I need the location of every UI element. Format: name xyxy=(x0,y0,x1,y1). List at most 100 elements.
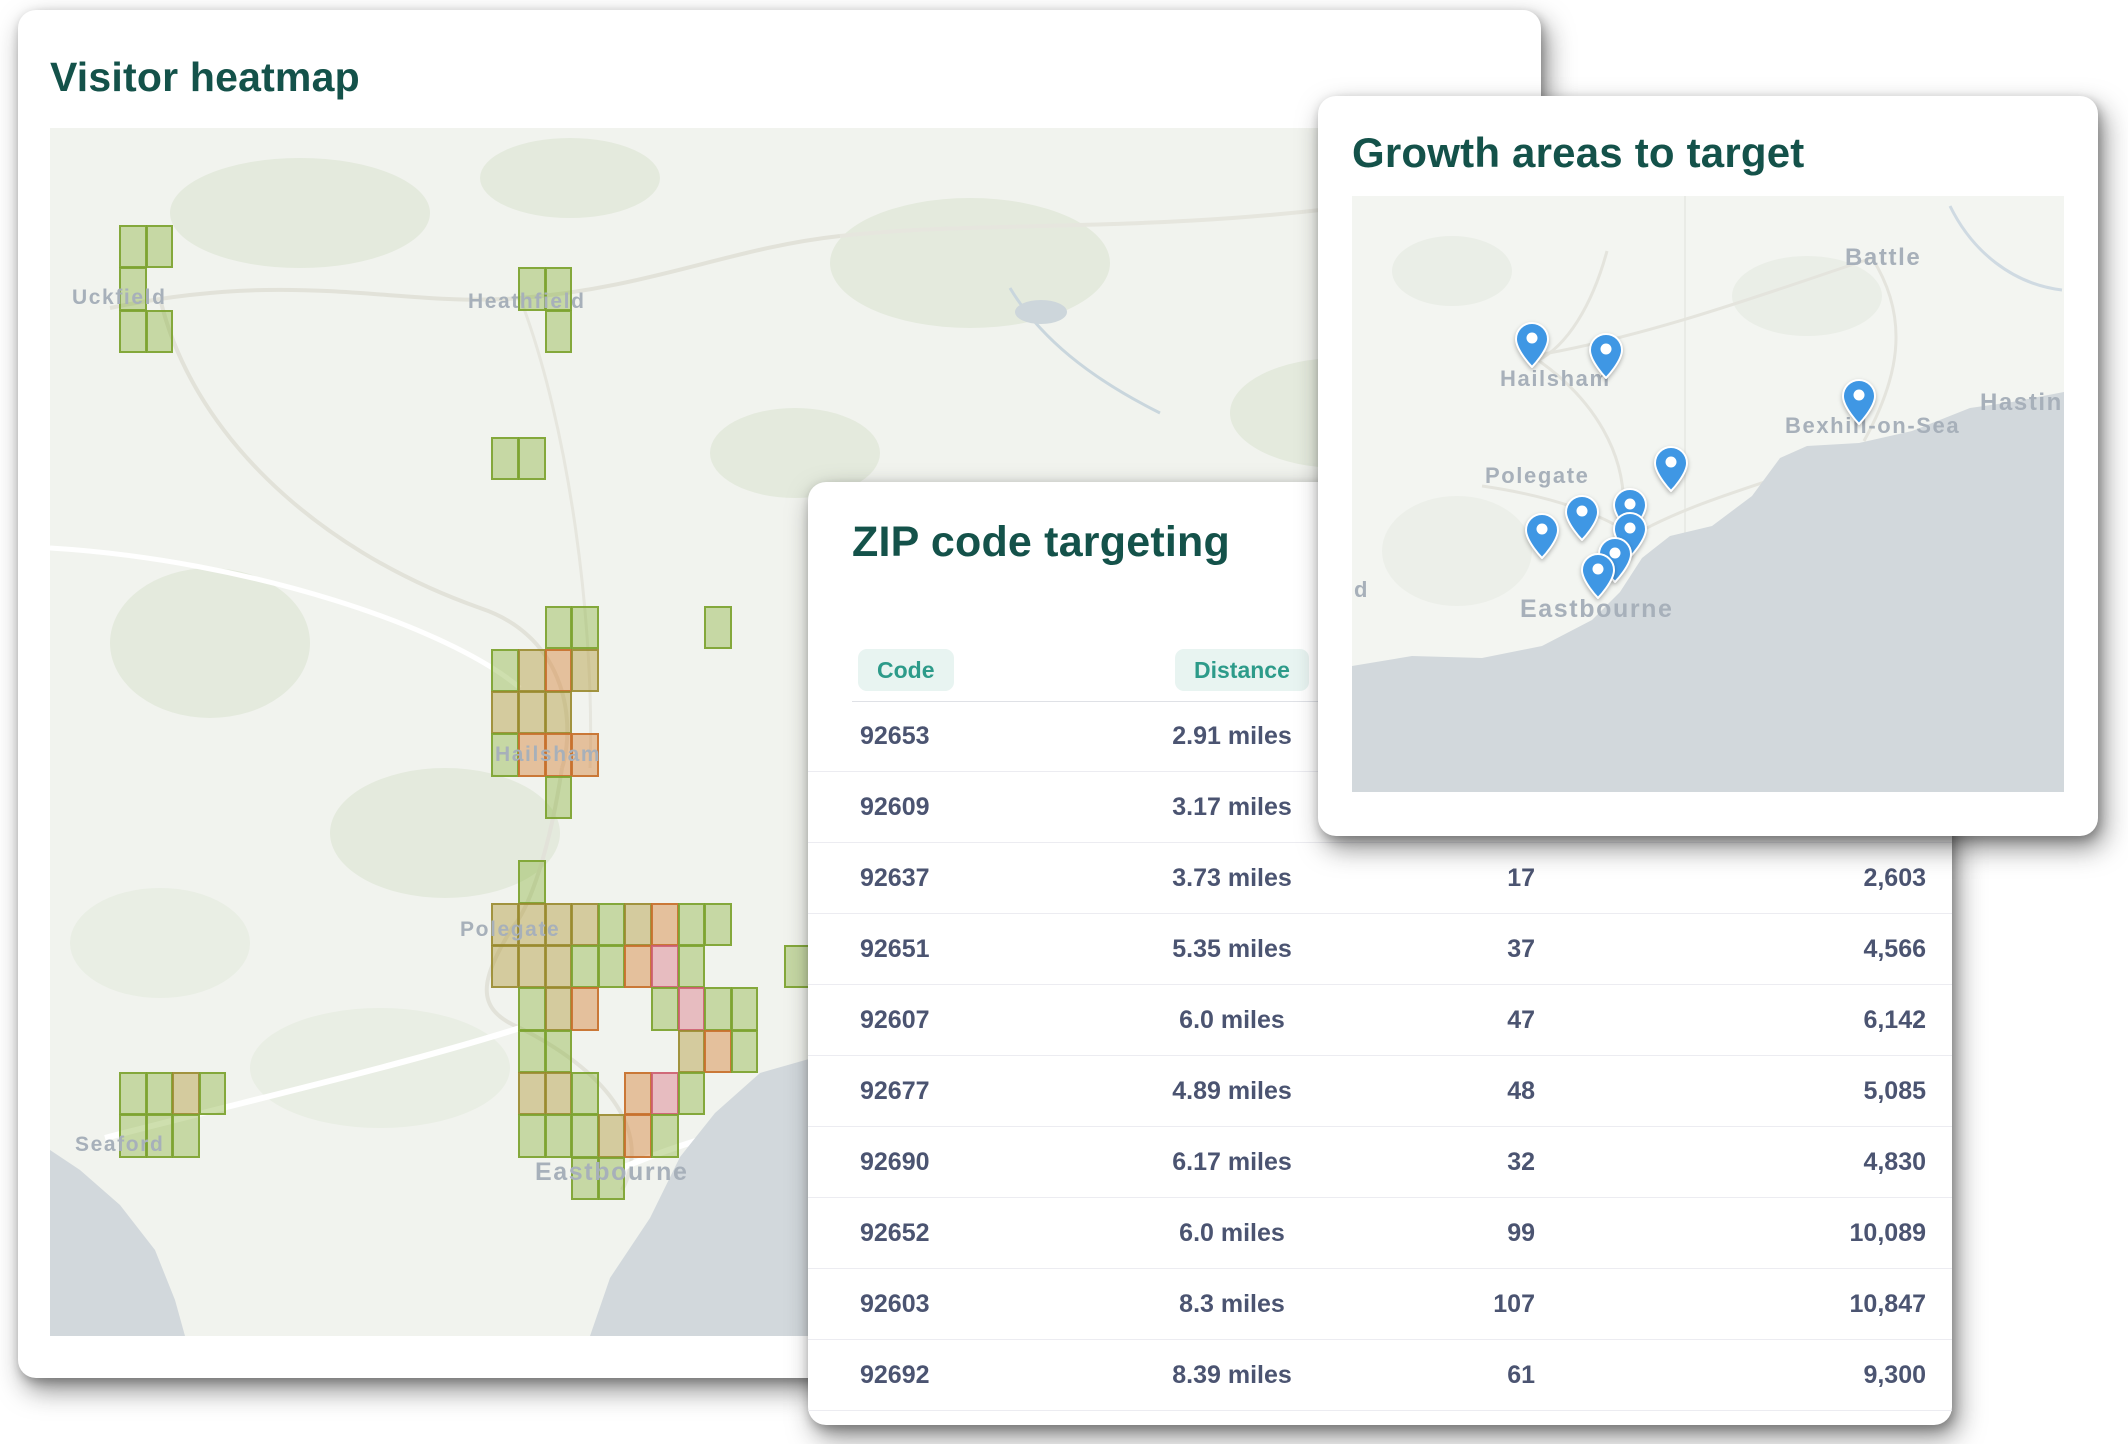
growth-card-title: Growth areas to target xyxy=(1352,129,1805,176)
heatmap-cell[interactable] xyxy=(624,902,652,946)
heatmap-cell[interactable] xyxy=(571,944,599,989)
map-pin-icon[interactable] xyxy=(1653,445,1689,493)
heatmap-cell[interactable] xyxy=(518,1072,546,1116)
zip-table-row[interactable]: 92651 5.35 miles 37 4,566 xyxy=(808,914,1952,985)
heatmap-cell[interactable] xyxy=(624,1114,652,1158)
heatmap-cell[interactable] xyxy=(491,648,519,692)
map-pin-icon[interactable] xyxy=(1580,552,1616,600)
column-header-distance[interactable]: Distance xyxy=(1175,649,1309,691)
heatmap-cell[interactable] xyxy=(172,1114,200,1158)
heatmap-cell[interactable] xyxy=(518,648,546,692)
heatmap-cell[interactable] xyxy=(544,944,573,989)
heatmap-cell[interactable] xyxy=(544,648,573,692)
heatmap-cell[interactable] xyxy=(651,1072,679,1116)
heatmap-cell[interactable] xyxy=(518,1029,546,1073)
heatmap-cell[interactable] xyxy=(597,1114,626,1158)
zip-cell-distance: 6.0 miles xyxy=(1179,1219,1285,1247)
heatmap-cell[interactable] xyxy=(571,902,599,946)
heatmap-cell[interactable] xyxy=(491,733,519,777)
heatmap-cell[interactable] xyxy=(571,1156,599,1201)
heatmap-cell[interactable] xyxy=(571,733,599,777)
heatmap-cell[interactable] xyxy=(597,944,626,989)
heatmap-cell[interactable] xyxy=(518,860,546,904)
zip-cell-code: 92651 xyxy=(860,935,930,963)
heatmap-cell[interactable] xyxy=(597,902,626,946)
heatmap-cell[interactable] xyxy=(491,902,519,946)
zip-table-row[interactable]: 92690 6.17 miles 32 4,830 xyxy=(808,1127,1952,1198)
column-header-code[interactable]: Code xyxy=(858,649,954,691)
heatmap-cell[interactable] xyxy=(730,1029,759,1073)
heatmap-cell[interactable] xyxy=(145,225,174,269)
zip-cell-code: 92652 xyxy=(860,1219,930,1247)
heatmap-cell[interactable] xyxy=(571,606,599,650)
heatmap-cell[interactable] xyxy=(704,987,732,1031)
map-pin-icon[interactable] xyxy=(1564,494,1600,542)
heatmap-cell[interactable] xyxy=(677,987,706,1031)
heatmap-cell[interactable] xyxy=(677,1072,706,1116)
heatmap-cell[interactable] xyxy=(518,987,546,1031)
zip-table-row[interactable]: 92603 8.3 miles 107 10,847 xyxy=(808,1269,1952,1340)
heatmap-cell[interactable] xyxy=(119,267,147,311)
heatmap-cell[interactable] xyxy=(704,1029,732,1073)
heatmap-cell[interactable] xyxy=(518,436,546,481)
zip-table-row[interactable]: 92607 6.0 miles 47 6,142 xyxy=(808,985,1952,1056)
heatmap-cell[interactable] xyxy=(518,944,546,989)
heatmap-cell[interactable] xyxy=(518,267,546,311)
heatmap-cell[interactable] xyxy=(651,987,679,1031)
heatmap-cell[interactable] xyxy=(651,1114,679,1158)
heatmap-cell[interactable] xyxy=(145,309,174,354)
heatmap-cell[interactable] xyxy=(172,1072,200,1116)
heatmap-cell[interactable] xyxy=(677,1029,706,1073)
heatmap-cell[interactable] xyxy=(491,944,519,989)
heatmap-cell[interactable] xyxy=(544,987,573,1031)
heatmap-cell[interactable] xyxy=(119,225,147,269)
heatmap-cell[interactable] xyxy=(544,267,573,311)
heatmap-cell[interactable] xyxy=(651,902,679,946)
heatmap-cell[interactable] xyxy=(518,690,546,735)
heatmap-cell[interactable] xyxy=(544,775,573,819)
heatmap-cell[interactable] xyxy=(544,309,573,354)
heatmap-cell[interactable] xyxy=(145,1072,174,1116)
heatmap-cell[interactable] xyxy=(677,902,706,946)
zip-table-row[interactable]: 92652 6.0 miles 99 10,089 xyxy=(808,1198,1952,1269)
heatmap-cell[interactable] xyxy=(597,1156,626,1201)
zip-cell-distance: 6.17 miles xyxy=(1172,1148,1292,1176)
heatmap-cell[interactable] xyxy=(677,944,706,989)
map-pin-icon[interactable] xyxy=(1588,332,1624,380)
heatmap-cell[interactable] xyxy=(544,690,573,735)
heatmap-cell[interactable] xyxy=(704,606,732,650)
zip-cell-code: 92653 xyxy=(860,722,930,750)
heatmap-cell[interactable] xyxy=(491,690,519,735)
heatmap-cell[interactable] xyxy=(704,902,732,946)
heatmap-cell[interactable] xyxy=(571,1114,599,1158)
heatmap-cell[interactable] xyxy=(544,1072,573,1116)
heatmap-cell[interactable] xyxy=(544,1029,573,1073)
zip-table-row[interactable]: 92609 3.17 miles xyxy=(808,772,1952,843)
zip-table-row[interactable]: 92692 8.39 miles 61 9,300 xyxy=(808,1340,1952,1411)
forest-patch xyxy=(70,888,250,998)
heatmap-cell[interactable] xyxy=(119,309,147,354)
heatmap-cell[interactable] xyxy=(651,944,679,989)
heatmap-cell[interactable] xyxy=(571,1072,599,1116)
heatmap-cell[interactable] xyxy=(544,1114,573,1158)
heatmap-cell[interactable] xyxy=(544,902,573,946)
zip-table-row[interactable]: 92637 3.73 miles 17 2,603 xyxy=(808,843,1952,914)
heatmap-cell[interactable] xyxy=(624,1072,652,1116)
visitor-heatmap-title: Visitor heatmap xyxy=(50,54,360,100)
heatmap-cell[interactable] xyxy=(571,648,599,692)
heatmap-cell[interactable] xyxy=(624,944,652,989)
heatmap-cell[interactable] xyxy=(491,436,519,481)
heatmap-cell[interactable] xyxy=(544,606,573,650)
heatmap-cell[interactable] xyxy=(198,1072,227,1116)
growth-areas-map[interactable]: Battle Hastings Bexhill-on-Sea Hailsham Pole… xyxy=(1352,196,2064,792)
map-pin-icon[interactable] xyxy=(1524,512,1560,560)
heatmap-cell[interactable] xyxy=(119,1072,147,1116)
heatmap-cell[interactable] xyxy=(571,987,599,1031)
zip-cell-distance: 8.3 miles xyxy=(1179,1290,1285,1318)
map-pin-icon[interactable] xyxy=(1514,321,1550,369)
zip-table-row[interactable]: 92677 4.89 miles 48 5,085 xyxy=(808,1056,1952,1127)
heatmap-cell[interactable] xyxy=(730,987,759,1031)
heatmap-cell[interactable] xyxy=(518,1114,546,1158)
heatmap-cell[interactable] xyxy=(119,1114,147,1158)
map-pin-icon[interactable] xyxy=(1841,378,1877,426)
